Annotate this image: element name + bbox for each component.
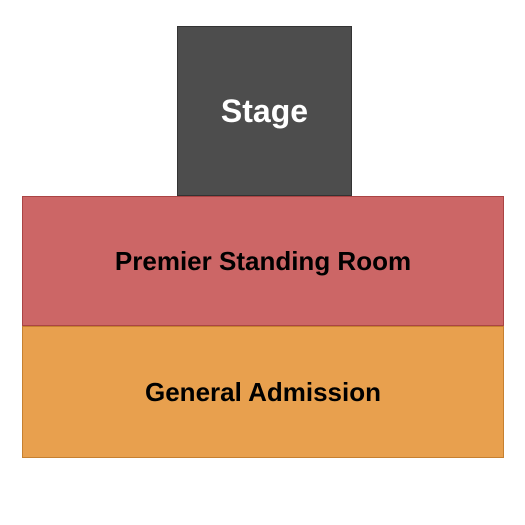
general-section: General Admission	[22, 326, 504, 458]
premier-label: Premier Standing Room	[115, 246, 411, 277]
seating-chart: Stage Premier Standing Room General Admi…	[22, 26, 504, 458]
premier-section: Premier Standing Room	[22, 196, 504, 326]
stage-label: Stage	[221, 93, 308, 130]
general-label: General Admission	[145, 377, 381, 408]
stage-section: Stage	[177, 26, 352, 196]
